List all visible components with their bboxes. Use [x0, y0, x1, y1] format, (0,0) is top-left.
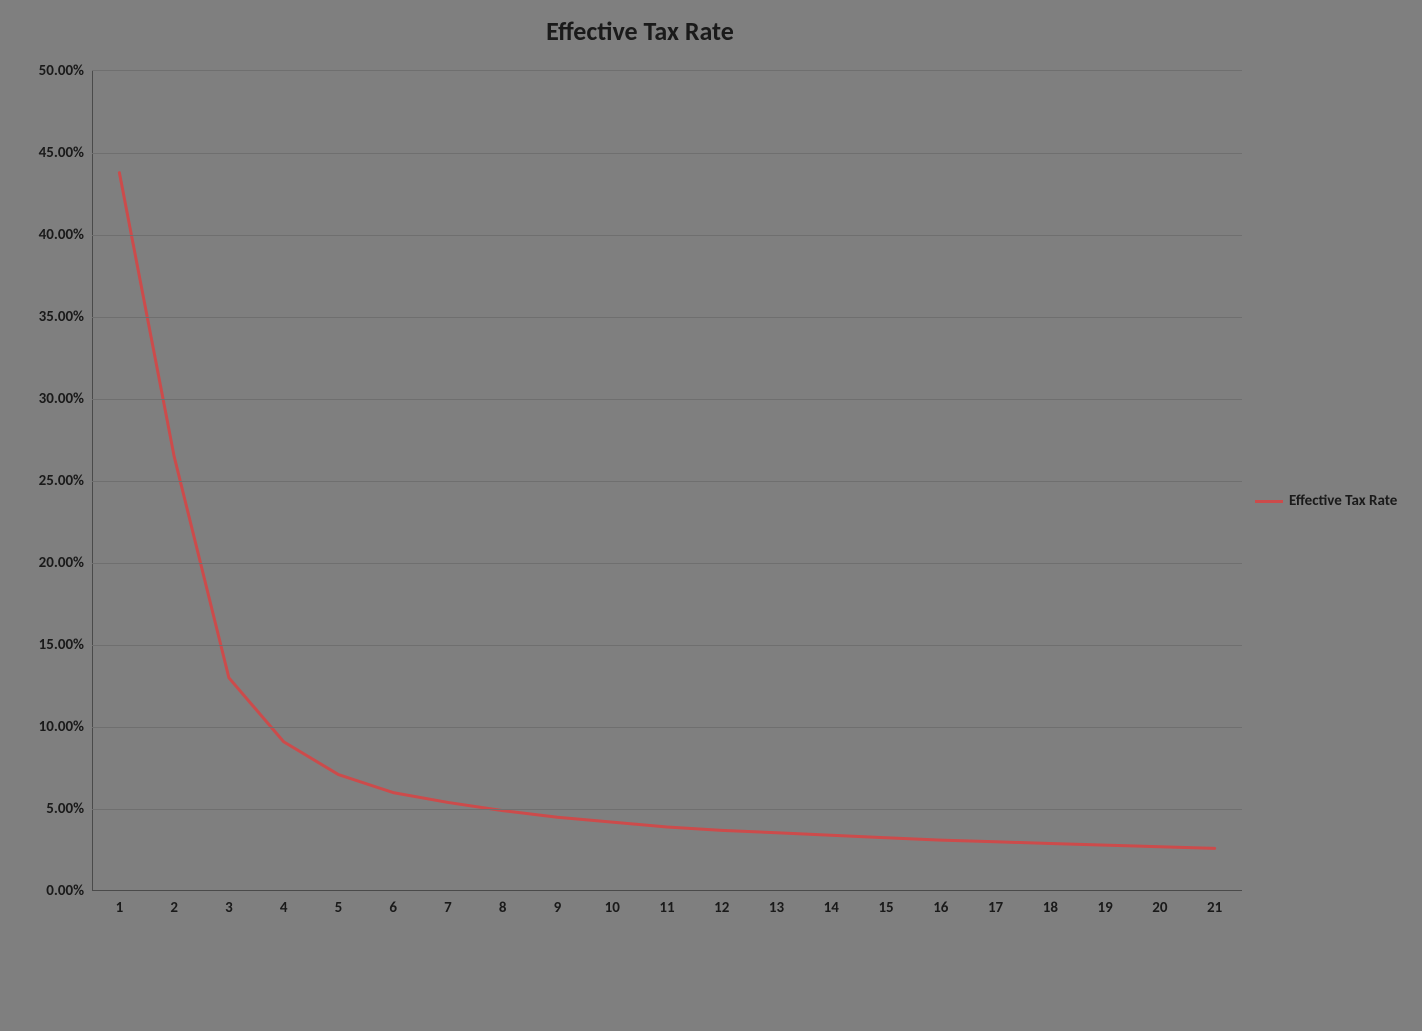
gridline	[92, 481, 1242, 482]
x-tick-label: 21	[1207, 899, 1222, 917]
x-tick-label: 18	[1043, 899, 1058, 917]
y-tick-label: 5.00%	[46, 800, 84, 818]
gridline	[92, 317, 1242, 318]
x-tick-label: 17	[988, 899, 1003, 917]
y-tick-label: 15.00%	[39, 636, 84, 654]
legend-swatch	[1255, 500, 1283, 503]
x-tick-label: 8	[499, 899, 507, 917]
x-tick-label: 10	[605, 899, 620, 917]
x-tick-label: 12	[714, 899, 729, 917]
x-tick-label: 3	[225, 899, 233, 917]
y-tick-label: 10.00%	[39, 718, 84, 736]
gridline	[92, 235, 1242, 236]
y-tick-label: 25.00%	[39, 472, 84, 490]
x-tick-label: 19	[1097, 899, 1112, 917]
series-line	[119, 173, 1214, 849]
gridline	[92, 727, 1242, 728]
x-tick-label: 6	[389, 899, 397, 917]
y-tick-label: 35.00%	[39, 308, 84, 326]
x-tick-label: 20	[1152, 899, 1167, 917]
gridline	[92, 645, 1242, 646]
y-tick-label: 30.00%	[39, 390, 84, 408]
y-tick-label: 45.00%	[39, 144, 84, 162]
gridline	[92, 153, 1242, 154]
x-tick-label: 13	[769, 899, 784, 917]
x-tick-label: 15	[878, 899, 893, 917]
x-tick-label: 16	[933, 899, 948, 917]
y-tick-label: 50.00%	[39, 62, 84, 80]
x-tick-label: 9	[554, 899, 562, 917]
gridline	[92, 563, 1242, 564]
gridline	[92, 809, 1242, 810]
x-tick-label: 14	[824, 899, 839, 917]
chart-title: Effective Tax Rate	[0, 15, 1280, 47]
x-tick-label: 4	[280, 899, 288, 917]
y-tick-label: 40.00%	[39, 226, 84, 244]
legend: Effective Tax Rate	[1255, 492, 1397, 510]
x-tick-label: 11	[659, 899, 674, 917]
plot-area: 0.00%5.00%10.00%15.00%20.00%25.00%30.00%…	[92, 70, 1242, 891]
x-tick-label: 2	[170, 899, 178, 917]
x-tick-label: 7	[444, 899, 452, 917]
legend-label: Effective Tax Rate	[1289, 492, 1397, 510]
x-tick-label: 1	[116, 899, 124, 917]
chart-container: Effective Tax Rate 0.00%5.00%10.00%15.00…	[0, 0, 1422, 1031]
y-tick-label: 0.00%	[46, 882, 84, 900]
x-tick-label: 5	[335, 899, 343, 917]
gridline	[92, 399, 1242, 400]
y-tick-label: 20.00%	[39, 554, 84, 572]
